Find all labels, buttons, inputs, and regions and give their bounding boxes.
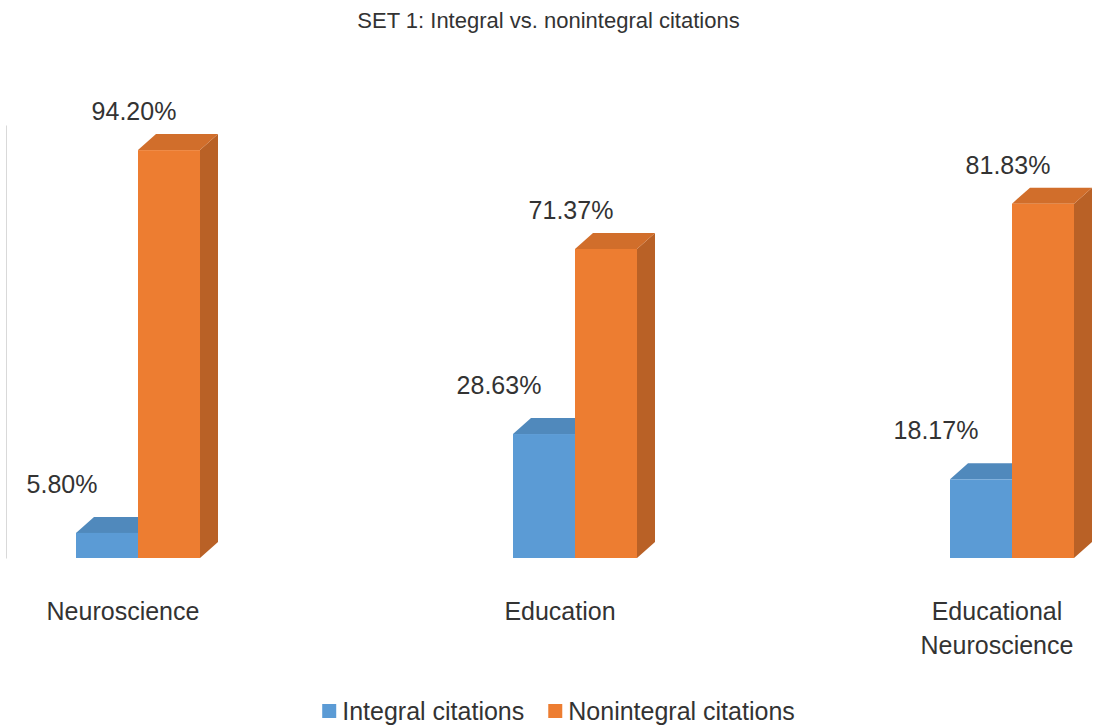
category-label-line: Educational <box>932 597 1063 625</box>
bar-front <box>950 479 1012 558</box>
bar-front <box>1012 204 1074 558</box>
bar-front <box>76 533 138 558</box>
y-axis <box>6 126 7 559</box>
data-label: 94.20% <box>92 97 177 125</box>
bar-front <box>138 150 200 558</box>
data-label: 5.80% <box>27 470 98 498</box>
bar-top <box>1012 188 1092 204</box>
y-axis-line <box>6 126 7 559</box>
category-label-line: Neuroscience <box>47 597 200 625</box>
bar-front <box>513 434 575 558</box>
bar-top <box>138 134 218 150</box>
bar <box>575 233 655 558</box>
bar-side <box>637 233 655 558</box>
bar <box>1012 188 1092 558</box>
title: SET 1: Integral vs. nonintegral citation… <box>357 8 739 33</box>
category-label-line: Neuroscience <box>921 631 1074 659</box>
x-axis: Neuroscience Education Educational Neurosci… <box>47 597 1074 659</box>
category-label: Neuroscience <box>47 597 200 625</box>
legend: Integral citations Nonintegral citations <box>322 697 795 725</box>
legend-item: Nonintegral citations <box>548 697 795 725</box>
chart: SET 1: Integral vs. nonintegral citation… <box>0 0 1097 728</box>
bar-side <box>200 134 218 558</box>
data-label: 28.63% <box>457 371 542 399</box>
data-label: 71.37% <box>529 196 614 224</box>
bar-front <box>575 249 637 558</box>
legend-label: Integral citations <box>342 697 524 725</box>
bar-top <box>575 233 655 249</box>
data-label: 81.83% <box>966 151 1051 179</box>
legend-swatch <box>322 704 336 718</box>
category-label: Educational Neuroscience <box>921 597 1074 659</box>
legend-swatch <box>548 704 562 718</box>
legend-label: Nonintegral citations <box>568 697 795 725</box>
data-labels: 5.80% 28.63% 18.17% 94.20% 71.37% 81.83% <box>27 97 1051 498</box>
bar <box>138 134 218 558</box>
category-label-line: Education <box>504 597 615 625</box>
bar-side <box>1074 188 1092 558</box>
legend-item: Integral citations <box>322 697 524 725</box>
data-label: 18.17% <box>894 416 979 444</box>
plot-area <box>76 134 1092 558</box>
category-label: Education <box>504 597 615 625</box>
